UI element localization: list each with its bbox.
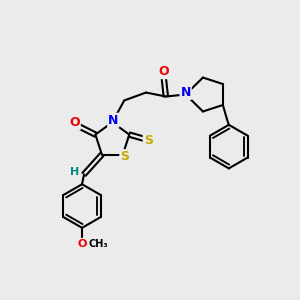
Text: O: O xyxy=(77,239,87,249)
Text: N: N xyxy=(181,86,191,99)
Text: S: S xyxy=(144,134,153,147)
Text: O: O xyxy=(69,116,80,129)
Text: CH₃: CH₃ xyxy=(88,239,108,249)
Text: N: N xyxy=(108,114,118,127)
Text: S: S xyxy=(120,150,129,163)
Text: O: O xyxy=(159,65,169,78)
Text: H: H xyxy=(70,167,79,177)
